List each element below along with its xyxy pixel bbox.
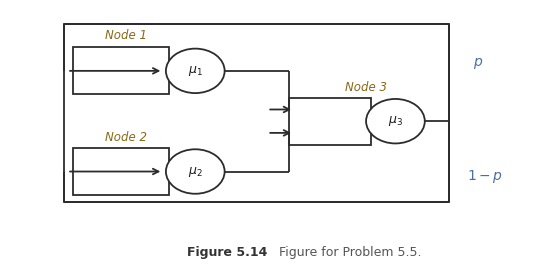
Ellipse shape: [366, 99, 425, 143]
Text: $\mu_3$: $\mu_3$: [388, 114, 403, 128]
Text: Figure 5.14: Figure 5.14: [186, 246, 267, 259]
Bar: [72, 47, 168, 94]
Text: Node 3: Node 3: [345, 81, 387, 94]
Text: $\mu_1$: $\mu_1$: [188, 64, 203, 78]
Ellipse shape: [166, 149, 225, 194]
Text: $\mu_2$: $\mu_2$: [188, 164, 202, 178]
Text: Node 1: Node 1: [105, 29, 147, 42]
Text: Figure for Problem 5.5.: Figure for Problem 5.5.: [267, 246, 421, 259]
Text: $p$: $p$: [473, 56, 483, 71]
Bar: [72, 148, 168, 195]
Bar: [289, 98, 371, 145]
Text: $1-p$: $1-p$: [468, 168, 504, 185]
Text: Node 2: Node 2: [105, 131, 147, 144]
Bar: [64, 24, 449, 202]
Ellipse shape: [166, 49, 225, 93]
